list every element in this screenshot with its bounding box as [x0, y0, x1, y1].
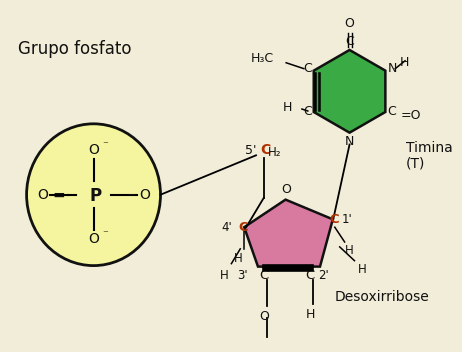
Polygon shape	[314, 50, 385, 133]
Text: N: N	[387, 62, 397, 75]
Text: C: C	[387, 106, 396, 119]
Polygon shape	[244, 200, 333, 266]
Text: Desoxirribose: Desoxirribose	[335, 290, 430, 304]
Text: C: C	[305, 269, 315, 282]
Text: H: H	[345, 244, 354, 257]
Text: –: –	[127, 187, 135, 202]
Text: O: O	[88, 232, 99, 246]
Text: C: C	[260, 143, 270, 157]
Text: 4': 4'	[222, 221, 232, 234]
Text: Grupo fosfato: Grupo fosfato	[18, 40, 131, 58]
Text: C: C	[345, 35, 354, 48]
Text: P: P	[90, 187, 102, 205]
Text: O: O	[282, 183, 292, 196]
Text: O: O	[88, 143, 99, 157]
Text: H₃C: H₃C	[251, 52, 274, 65]
Text: C: C	[329, 213, 339, 226]
Text: 3': 3'	[237, 269, 248, 282]
Text: N: N	[345, 135, 354, 147]
Text: O: O	[37, 188, 48, 202]
Text: =: =	[53, 188, 66, 203]
Text: O: O	[259, 310, 269, 323]
Text: H: H	[283, 101, 292, 114]
Text: 1': 1'	[342, 213, 353, 226]
Text: H: H	[220, 269, 229, 282]
Text: C: C	[303, 62, 312, 75]
Text: 2': 2'	[318, 269, 329, 282]
Text: C: C	[238, 221, 248, 234]
Text: H: H	[234, 252, 243, 265]
Ellipse shape	[27, 124, 160, 266]
Text: Timina
(T): Timina (T)	[406, 140, 452, 171]
Text: 5': 5'	[244, 144, 256, 157]
Text: O: O	[140, 188, 150, 202]
Text: =O: =O	[401, 109, 422, 122]
Text: C: C	[303, 106, 312, 119]
Text: O: O	[345, 17, 354, 30]
Text: H: H	[358, 263, 367, 276]
Text: ⁻: ⁻	[103, 229, 108, 239]
Text: H₂: H₂	[268, 146, 281, 159]
Text: H: H	[400, 56, 409, 69]
Text: H: H	[305, 308, 315, 321]
Text: ⁻: ⁻	[103, 140, 108, 150]
Text: C: C	[259, 269, 268, 282]
